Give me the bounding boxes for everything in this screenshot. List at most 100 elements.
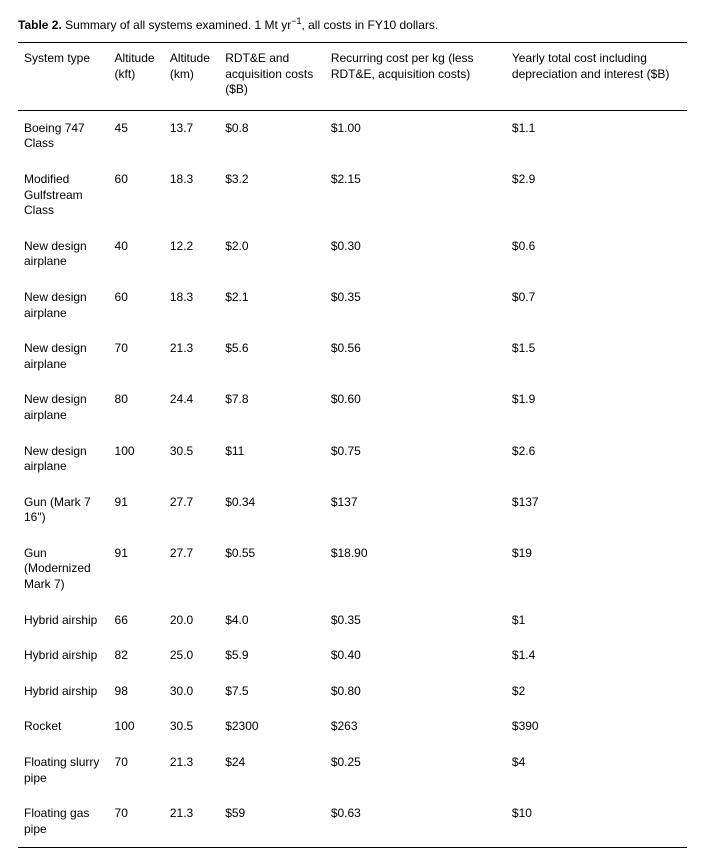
table-cell: $7.8 [219,382,325,433]
table-cell: New design airplane [18,229,109,280]
column-header: System type [18,43,109,111]
table-cell: $3.2 [219,162,325,229]
table-cell: $0.35 [325,603,506,639]
table-cell: 100 [109,434,164,485]
table-row: New design airplane4012.2$2.0$0.30$0.6 [18,229,687,280]
table-cell: 70 [109,796,164,848]
table-cell: New design airplane [18,331,109,382]
table-cell: $11 [219,434,325,485]
column-header: Yearly total cost including depreciation… [506,43,687,111]
table-cell: New design airplane [18,280,109,331]
table-cell: $137 [325,485,506,536]
table-cell: 80 [109,382,164,433]
table-cell: $2.1 [219,280,325,331]
table-cell: $19 [506,536,687,603]
table-cell: 60 [109,162,164,229]
table-cell: 27.7 [164,485,219,536]
caption-label: Table 2. [18,18,62,32]
table-cell: $0.40 [325,638,506,674]
table-row: Hybrid airship6620.0$4.0$0.35$1 [18,603,687,639]
table-cell: $263 [325,709,506,745]
table-cell: $137 [506,485,687,536]
table-cell: 45 [109,110,164,162]
table-cell: $0.7 [506,280,687,331]
table-cell: $4 [506,745,687,796]
table-cell: 18.3 [164,162,219,229]
table-cell: Hybrid airship [18,603,109,639]
table-cell: Floating gas pipe [18,796,109,848]
table-cell: Gun (Modernized Mark 7) [18,536,109,603]
caption-superscript: −1 [291,16,301,26]
table-cell: 60 [109,280,164,331]
table-header: System typeAltitude (kft)Altitude (km)RD… [18,43,687,111]
table-cell: $0.63 [325,796,506,848]
table-cell: $24 [219,745,325,796]
table-row: Boeing 747 Class4513.7$0.8$1.00$1.1 [18,110,687,162]
table-cell: $10 [506,796,687,848]
table-row: Rocket10030.5$2300$263$390 [18,709,687,745]
table-cell: New design airplane [18,434,109,485]
table-cell: 25.0 [164,638,219,674]
table-cell: Hybrid airship [18,638,109,674]
table-cell: $1.4 [506,638,687,674]
table-cell: $0.55 [219,536,325,603]
table-cell: 91 [109,536,164,603]
table-cell: Modified Gulfstream Class [18,162,109,229]
table-row: New design airplane10030.5$11$0.75$2.6 [18,434,687,485]
table-cell: $2300 [219,709,325,745]
caption-text-before: Summary of all systems examined. 1 Mt yr [65,18,291,32]
table-cell: 100 [109,709,164,745]
table-cell: New design airplane [18,382,109,433]
table-cell: 24.4 [164,382,219,433]
table-cell: $0.25 [325,745,506,796]
table-cell: $0.56 [325,331,506,382]
table-cell: Hybrid airship [18,674,109,710]
table-cell: Floating slurry pipe [18,745,109,796]
table-cell: 40 [109,229,164,280]
table-cell: $5.6 [219,331,325,382]
table-cell: $2.9 [506,162,687,229]
table-row: Gun (Mark 7 16")9127.7$0.34$137$137 [18,485,687,536]
table-cell: 21.3 [164,745,219,796]
caption-text-after: , all costs in FY10 dollars. [301,18,438,32]
table-cell: Boeing 747 Class [18,110,109,162]
table-cell: 98 [109,674,164,710]
table-cell: 30.0 [164,674,219,710]
table-cell: $0.60 [325,382,506,433]
column-header: Altitude (km) [164,43,219,111]
table-cell: $59 [219,796,325,848]
table-cell: $0.75 [325,434,506,485]
table-caption: Table 2. Summary of all systems examined… [18,16,687,32]
table-cell: 66 [109,603,164,639]
column-header: Altitude (kft) [109,43,164,111]
table-cell: 21.3 [164,796,219,848]
table-cell: 30.5 [164,434,219,485]
table-row: New design airplane8024.4$7.8$0.60$1.9 [18,382,687,433]
table-cell: $390 [506,709,687,745]
table-row: Hybrid airship9830.0$7.5$0.80$2 [18,674,687,710]
table-cell: $0.34 [219,485,325,536]
table-row: Gun (Modernized Mark 7)9127.7$0.55$18.90… [18,536,687,603]
table-cell: $0.35 [325,280,506,331]
table-row: Floating gas pipe7021.3$59$0.63$10 [18,796,687,848]
table-cell: Rocket [18,709,109,745]
table-cell: 21.3 [164,331,219,382]
table-cell: $2.0 [219,229,325,280]
table-cell: $1.1 [506,110,687,162]
table-cell: $18.90 [325,536,506,603]
table-cell: $0.80 [325,674,506,710]
column-header: Recurring cost per kg (less RDT&E, acqui… [325,43,506,111]
table-cell: 30.5 [164,709,219,745]
table-cell: $7.5 [219,674,325,710]
table-cell: $4.0 [219,603,325,639]
table-cell: $2.6 [506,434,687,485]
table-cell: 70 [109,331,164,382]
table-cell: $1.5 [506,331,687,382]
column-header: RDT&E and acquisition costs ($B) [219,43,325,111]
table-cell: 12.2 [164,229,219,280]
table-cell: $1.9 [506,382,687,433]
table-cell: 13.7 [164,110,219,162]
table-cell: Gun (Mark 7 16") [18,485,109,536]
table-cell: $0.8 [219,110,325,162]
table-cell: 82 [109,638,164,674]
